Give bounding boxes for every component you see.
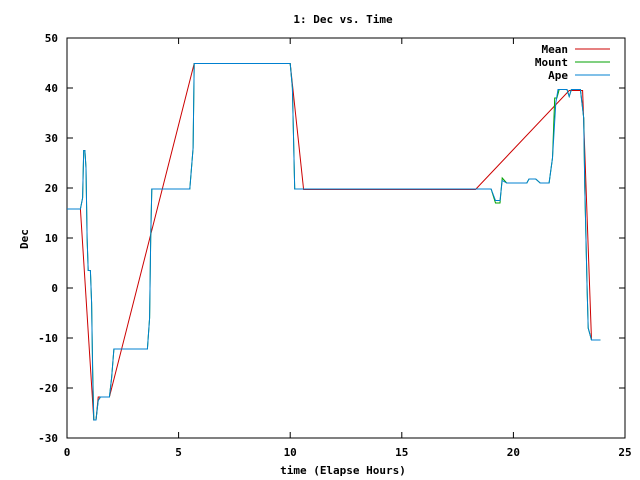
legend-label-ape: Ape — [548, 69, 568, 82]
y-tick-label: 10 — [45, 232, 58, 245]
plot-area — [67, 63, 601, 421]
series-line-ape — [67, 63, 601, 421]
x-tick-label: 15 — [395, 446, 408, 459]
x-tick-label: 20 — [507, 446, 520, 459]
y-tick-label: -30 — [38, 432, 58, 445]
chart-title: 1: Dec vs. Time — [293, 13, 393, 26]
x-tick-label: 0 — [64, 446, 71, 459]
x-tick-label: 25 — [618, 446, 631, 459]
y-tick-label: 40 — [45, 82, 58, 95]
x-axis-label: time (Elapse Hours) — [280, 464, 406, 477]
y-tick-label: 50 — [45, 32, 58, 45]
axes: 0 5 10 15 20 25 50 40 30 20 10 0 -10 -20 -30 — [38, 32, 632, 459]
legend-label-mean: Mean — [542, 43, 569, 56]
y-tick-label: 30 — [45, 132, 58, 145]
x-tick-label: 5 — [175, 446, 182, 459]
y-tick-label: -10 — [38, 332, 58, 345]
y-tick-label: 0 — [51, 282, 58, 295]
legend-label-mount: Mount — [535, 56, 568, 69]
y-tick-label: -20 — [38, 382, 58, 395]
x-tick-label: 10 — [284, 446, 297, 459]
y-axis-label: Dec — [18, 229, 31, 249]
y-tick-label: 20 — [45, 182, 58, 195]
